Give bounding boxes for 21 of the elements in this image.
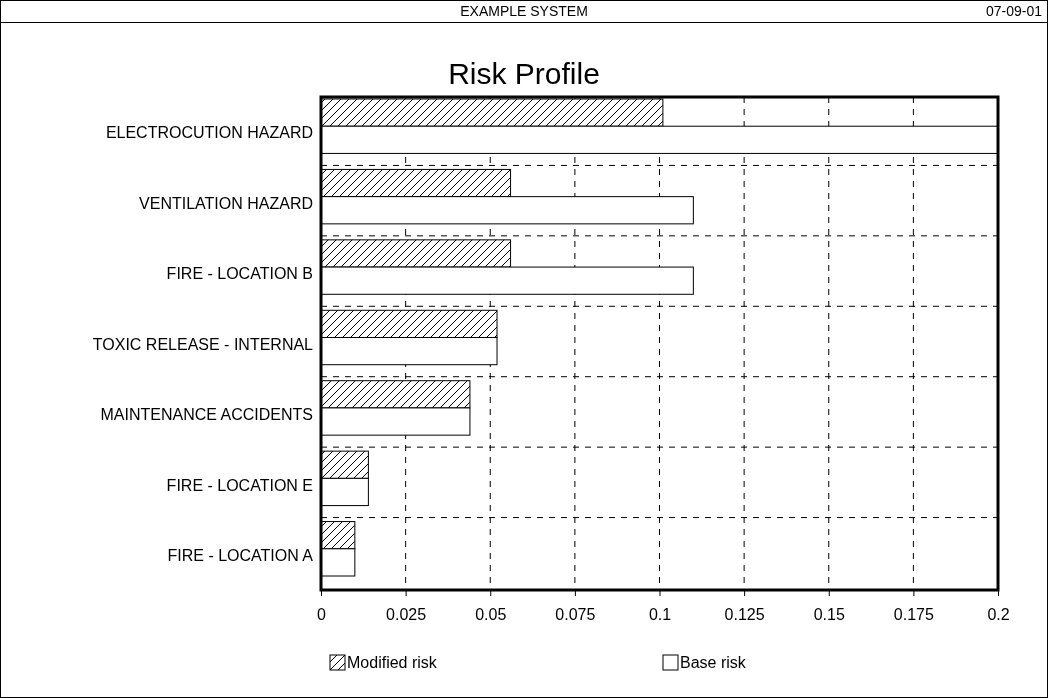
y-tick-label: MAINTENANCE ACCIDENTS [100,406,313,424]
y-tick-label: ELECTROCUTION HAZARD [105,124,313,142]
x-tick-label: 0.15 [813,605,845,623]
x-tick-label: 0.2 [987,605,1010,623]
x-tick-label: 0.125 [724,605,765,623]
y-tick-label: VENTILATION HAZARD [139,194,313,212]
legend-label: Base risk [680,654,747,671]
x-tick-label: 0.075 [555,605,596,623]
text: EXAMPLE SYSTEM [460,3,588,19]
y-tick-label: FIRE - LOCATION B [166,265,313,283]
y-tick-label: FIRE - LOCATION E [166,476,313,494]
text: 07-09-01 [985,3,1043,19]
legend-label: Modified risk [347,654,438,671]
y-tick-label: FIRE - LOCATION A [167,547,314,565]
x-tick-label: 0.1 [648,605,672,623]
chart-title: Risk Profile [448,57,600,90]
y-tick-label: TOXIC RELEASE - INTERNAL [92,335,314,353]
x-tick-label: 0.05 [475,605,507,623]
x-tick-label: 0.175 [893,605,934,623]
x-tick-label: 0.025 [386,605,427,623]
x-tick-label: 0 [317,605,327,623]
